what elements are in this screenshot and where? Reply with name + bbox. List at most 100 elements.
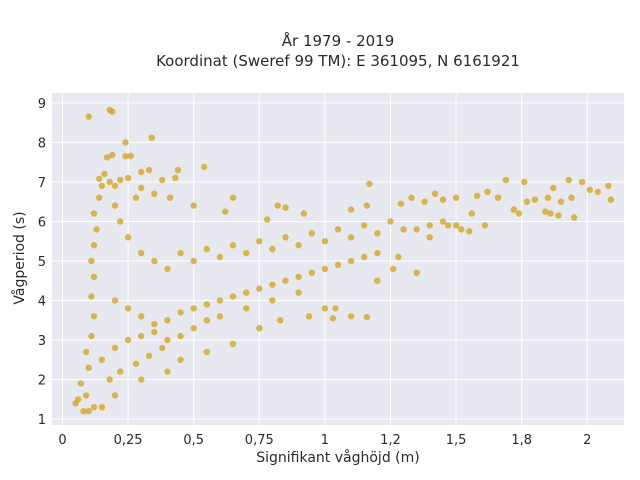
data-point [96,194,103,201]
data-point [103,154,111,161]
data-point [122,153,129,160]
data-point [174,166,182,174]
plot-background [52,93,624,425]
data-point [282,234,289,241]
data-point [421,198,428,205]
data-point [106,376,113,383]
data-point [90,242,98,249]
data-point [190,257,197,265]
data-point [374,277,381,284]
data-point [98,404,106,411]
data-point [117,368,124,375]
data-point [90,210,98,217]
data-point [151,321,158,328]
data-point [363,313,371,321]
data-point [151,190,158,197]
data-point [90,273,98,280]
data-point [72,400,79,407]
data-point [578,178,586,186]
x-tick-label: 1,5 [446,433,467,448]
data-point [243,249,250,257]
data-point [96,175,103,182]
data-point [80,408,87,415]
x-tick-label: 0,25 [114,433,143,448]
data-point [164,265,171,273]
data-point [190,305,197,312]
data-point [565,176,573,184]
data-point [363,202,371,209]
data-point [159,344,166,352]
data-point [452,194,460,201]
data-point [124,174,132,182]
data-point [334,226,342,233]
data-point [547,210,554,217]
data-point [374,249,381,257]
data-point [203,245,210,253]
data-point [347,257,355,265]
data-point [111,344,119,352]
data-point [397,200,405,207]
data-point [138,184,145,192]
y-tick-label: 8 [38,136,46,151]
data-point [203,317,210,324]
x-tick-label: 0,5 [183,433,204,448]
data-point [426,234,433,241]
data-point [88,332,95,340]
data-point [400,226,407,233]
data-point [445,222,452,229]
data-point [570,214,578,221]
data-point [117,218,124,225]
data-point [408,194,415,201]
data-point [177,309,184,316]
data-point [586,186,594,193]
data-point [321,305,329,312]
data-point [85,364,92,371]
data-point [458,226,465,233]
data-point [413,269,420,276]
data-point [481,222,489,229]
data-point [88,293,95,300]
data-point [203,301,210,308]
chart-title-line-1: År 1979 - 2019 [282,31,395,50]
data-point [264,216,271,223]
data-point [269,297,276,304]
data-point [109,108,116,115]
data-point [90,404,98,411]
data-point [413,226,420,233]
data-point [502,176,510,184]
data-point [269,281,276,288]
data-point [300,210,308,217]
data-point [308,230,315,237]
data-point [222,208,229,215]
data-point [93,226,100,233]
data-point [557,198,565,205]
data-point [145,166,153,174]
data-point [515,210,523,217]
y-axis-title: Vågperiod (s) [11,211,28,304]
chart-title-line-2: Koordinat (Sweref 99 TM): E 361095, N 61… [156,52,520,70]
data-point [295,242,302,249]
data-point [166,194,174,201]
data-point [138,249,145,257]
data-point [274,202,281,209]
data-point [164,336,171,344]
data-point [98,182,106,190]
data-point [426,222,433,229]
data-point [216,313,224,320]
data-point [124,234,132,241]
data-point [148,134,155,141]
data-point [229,293,237,300]
data-point [229,340,237,348]
data-point [145,352,153,359]
data-point [82,392,90,399]
data-point [282,204,289,211]
data-point [177,356,184,363]
data-point [216,297,224,304]
data-point [243,305,250,312]
data-point [256,325,263,332]
data-point [439,218,447,225]
data-point [111,202,119,209]
data-point [494,194,502,201]
